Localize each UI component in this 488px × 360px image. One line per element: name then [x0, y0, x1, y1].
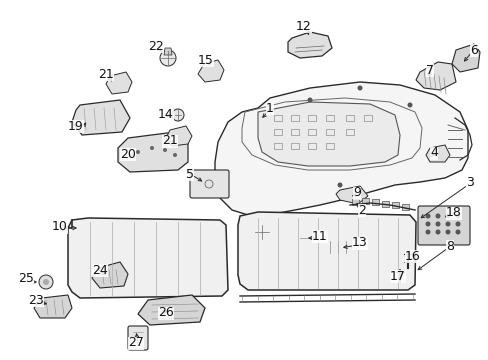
- Bar: [325, 129, 333, 135]
- Polygon shape: [215, 82, 467, 215]
- Bar: [273, 143, 282, 149]
- Bar: [273, 115, 282, 121]
- Text: 25: 25: [18, 271, 34, 284]
- Text: 27: 27: [128, 337, 143, 350]
- Text: 15: 15: [198, 54, 214, 67]
- Text: 2: 2: [357, 203, 365, 216]
- Polygon shape: [118, 132, 187, 172]
- Polygon shape: [34, 295, 72, 318]
- Bar: [325, 143, 333, 149]
- Polygon shape: [198, 60, 224, 82]
- Circle shape: [425, 230, 429, 234]
- Circle shape: [445, 230, 449, 234]
- Text: 21: 21: [98, 68, 114, 81]
- Text: 6: 6: [469, 44, 477, 57]
- Circle shape: [173, 153, 177, 157]
- Circle shape: [435, 213, 440, 219]
- Polygon shape: [451, 44, 479, 72]
- Circle shape: [454, 230, 460, 234]
- Text: 13: 13: [351, 237, 367, 249]
- Bar: [351, 199, 358, 205]
- Circle shape: [337, 183, 342, 188]
- Circle shape: [407, 103, 412, 108]
- Circle shape: [425, 221, 429, 226]
- Bar: [307, 143, 315, 149]
- Polygon shape: [92, 262, 128, 288]
- Bar: [361, 198, 368, 204]
- Bar: [290, 143, 298, 149]
- Text: 21: 21: [162, 135, 178, 148]
- Bar: [381, 201, 388, 207]
- Circle shape: [307, 98, 312, 103]
- Bar: [307, 115, 315, 121]
- Bar: [290, 115, 298, 121]
- Circle shape: [150, 146, 154, 150]
- Circle shape: [445, 221, 449, 226]
- Text: 12: 12: [296, 19, 311, 32]
- Text: 16: 16: [404, 249, 420, 262]
- Text: 11: 11: [311, 230, 327, 243]
- Circle shape: [435, 230, 440, 234]
- FancyBboxPatch shape: [128, 326, 148, 350]
- Polygon shape: [425, 145, 449, 162]
- Text: 26: 26: [158, 306, 174, 320]
- Bar: [391, 202, 398, 208]
- Polygon shape: [287, 32, 331, 58]
- Text: 14: 14: [158, 108, 174, 121]
- Text: 8: 8: [445, 239, 453, 252]
- Circle shape: [253, 224, 269, 240]
- Circle shape: [454, 221, 460, 226]
- Bar: [346, 115, 353, 121]
- Polygon shape: [163, 48, 172, 55]
- Ellipse shape: [296, 231, 318, 245]
- Polygon shape: [335, 186, 367, 204]
- Text: 10: 10: [52, 220, 68, 234]
- Polygon shape: [317, 235, 361, 255]
- Circle shape: [163, 148, 167, 152]
- Circle shape: [43, 279, 49, 285]
- Bar: [363, 115, 371, 121]
- Polygon shape: [106, 72, 132, 94]
- Bar: [346, 129, 353, 135]
- Polygon shape: [415, 62, 455, 90]
- Circle shape: [357, 85, 362, 90]
- Bar: [290, 129, 298, 135]
- Circle shape: [357, 188, 362, 193]
- Bar: [273, 129, 282, 135]
- Circle shape: [172, 109, 183, 121]
- Polygon shape: [138, 295, 204, 325]
- Polygon shape: [165, 126, 192, 146]
- Polygon shape: [238, 212, 415, 290]
- Text: 23: 23: [28, 293, 44, 306]
- Text: 9: 9: [352, 186, 360, 199]
- Polygon shape: [68, 218, 227, 298]
- Bar: [401, 204, 408, 210]
- FancyBboxPatch shape: [417, 206, 469, 245]
- Text: 24: 24: [92, 264, 108, 276]
- Text: 3: 3: [465, 176, 473, 189]
- Bar: [307, 129, 315, 135]
- Text: 5: 5: [185, 167, 194, 180]
- Polygon shape: [72, 100, 130, 135]
- Text: 22: 22: [148, 40, 163, 53]
- Text: 4: 4: [429, 147, 437, 159]
- Polygon shape: [258, 102, 399, 166]
- Text: 7: 7: [425, 63, 433, 77]
- Circle shape: [445, 213, 449, 219]
- Text: 19: 19: [68, 120, 84, 132]
- Bar: [325, 115, 333, 121]
- Circle shape: [454, 213, 460, 219]
- Circle shape: [136, 150, 140, 154]
- Text: 17: 17: [389, 270, 405, 283]
- Text: 20: 20: [120, 148, 136, 161]
- Circle shape: [425, 213, 429, 219]
- FancyBboxPatch shape: [190, 170, 228, 198]
- Circle shape: [39, 275, 53, 289]
- Text: 18: 18: [445, 207, 461, 220]
- Text: 1: 1: [265, 102, 273, 114]
- Circle shape: [160, 50, 176, 66]
- Bar: [371, 199, 378, 205]
- Circle shape: [435, 221, 440, 226]
